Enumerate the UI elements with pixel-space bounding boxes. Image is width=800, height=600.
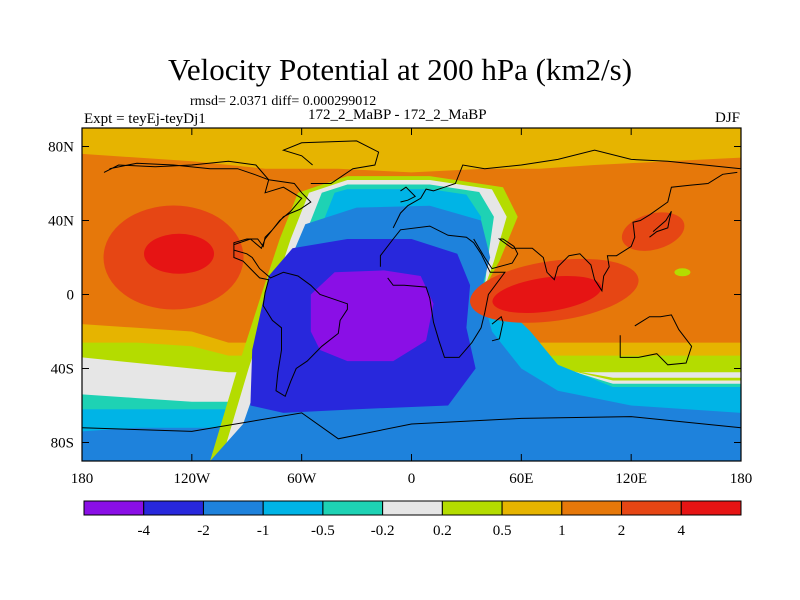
- season-label: DJF: [714, 110, 740, 126]
- x-tick-label: 60E: [509, 471, 533, 487]
- x-tick-label: 60W: [287, 471, 317, 487]
- colorbar-box: [83, 500, 145, 516]
- coastline-2: [379, 225, 506, 358]
- colorbar-label: 0.2: [433, 523, 452, 539]
- colorbar-label: -2: [197, 523, 210, 539]
- colorbar-label: -0.5: [311, 523, 335, 539]
- x-tick-label: 180: [730, 471, 753, 487]
- y-tick-label: 40N: [48, 214, 74, 230]
- y-tick-label: 80S: [51, 436, 74, 452]
- coastline-9: [491, 315, 504, 342]
- y-axis: 80N 40N 0 40S 80S: [48, 140, 741, 452]
- y-tick-label: 0: [67, 288, 75, 304]
- x-tick-label: 180: [71, 471, 94, 487]
- max-pacific-band-4: [144, 233, 215, 274]
- colorbar-box: [262, 500, 324, 516]
- x-tick-label: 0: [408, 471, 416, 487]
- coastline-1: [392, 149, 741, 229]
- colorbar-label: 4: [678, 523, 686, 539]
- coastlines: [82, 140, 741, 440]
- band-1-to-2-north: [82, 128, 741, 173]
- x-tick-label: 120E: [615, 471, 647, 487]
- colorbar-label: -4: [137, 523, 150, 539]
- colorbar-label: -1: [257, 523, 270, 539]
- colorbar-box: [621, 500, 682, 516]
- chart-title: Velocity Potential at 200 hPa (km2/s): [167, 52, 633, 87]
- coastline-0: [103, 160, 348, 398]
- small-yellow-patch: [674, 268, 691, 277]
- colorbar-box: [143, 500, 204, 516]
- coastline-7: [649, 211, 672, 238]
- coastline-6: [82, 412, 741, 440]
- colorbar-box: [382, 500, 443, 516]
- subtitle-label: 172_2_MaBP - 172_2_MaBP: [308, 107, 487, 123]
- contour-fields: [82, 128, 741, 461]
- experiment-label: Expt = teyEj-teyDj1: [84, 111, 206, 127]
- coastline-3: [473, 171, 738, 293]
- coastline-5: [281, 140, 380, 184]
- colorbar-box: [680, 500, 742, 516]
- colorbar-label: 2: [618, 523, 626, 539]
- x-tick-label: 120W: [173, 471, 211, 487]
- colorbar-box: [501, 500, 563, 516]
- colorbar-box: [202, 500, 264, 516]
- x-axis: 180 120W 60W 0 60E 120E 180: [71, 128, 753, 487]
- max-indian-band-4: [492, 276, 602, 313]
- coastline-4: [619, 314, 693, 366]
- coastline-8: [400, 186, 417, 203]
- y-tick-label: 80N: [48, 140, 74, 156]
- colorbar-label: 0.5: [493, 523, 512, 539]
- colorbar-box: [561, 500, 623, 516]
- y-tick-label: 40S: [51, 362, 74, 378]
- colorbar-box: [441, 500, 503, 516]
- colorbar-label: 1: [558, 523, 566, 539]
- band-minus-4-central: [310, 270, 434, 362]
- stats-label: rmsd= 2.0371 diff= 0.000299012: [190, 94, 377, 109]
- colorbar-box: [322, 500, 384, 516]
- colorbar-label: -0.2: [371, 523, 395, 539]
